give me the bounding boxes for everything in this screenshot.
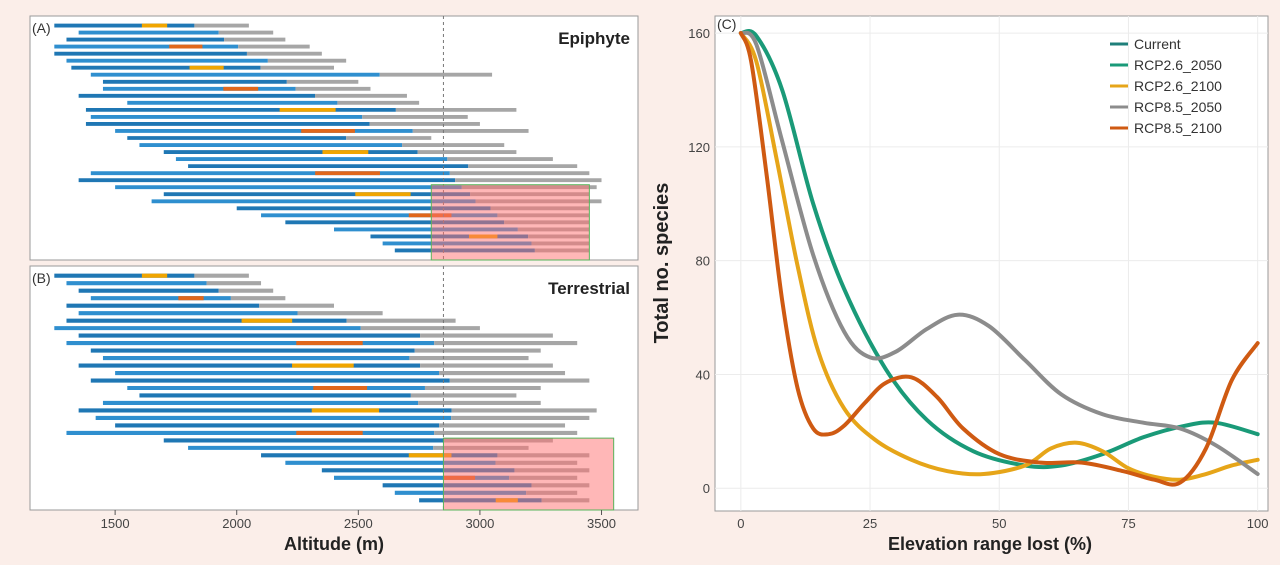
legend-label: RCP2.6_2100 [1134,78,1222,94]
panel-a-title: Epiphyte [558,29,630,48]
panel-a: (A) Epiphyte [29,15,639,261]
legend-label: RCP8.5_2050 [1134,99,1222,115]
series-line-rcp2-6-2100 [738,31,1260,482]
legend-label: Current [1134,36,1181,52]
y-tick-label: 80 [696,254,710,269]
panel-b-highlight-region [442,437,615,511]
x-tick-label: 100 [1247,516,1269,531]
x-tick-label: 0 [737,516,744,531]
panel-b-title: Terrestrial [548,279,630,298]
x-tick-label: 75 [1121,516,1135,531]
panel-c-legend: Current RCP2.6_2050 RCP2.6_2100 RCP8.5_2050… [1110,36,1222,136]
panel-c-lines [738,28,1260,487]
panel-a-highlight-region [430,184,590,261]
series-line-rcp2-6-2050 [738,28,1260,470]
series-line-rcp8-5-2100 [738,31,1260,487]
series-line-rcp8-5-2050 [738,30,1260,477]
legend-label: RCP2.6_2050 [1134,57,1222,73]
panel-c-grid [715,16,1268,511]
panel-b-label: (B) [32,270,51,286]
panel-c-y-ticks: 0 40 80 120 160 [688,26,710,496]
panel-c-x-ticks: 0 25 50 75 100 [737,516,1268,531]
panel-b-range-bars [54,273,597,503]
panel-b-x-ticks: 1500 2000 2500 3000 3500 [101,510,616,531]
panel-c-label: (C) [717,16,736,32]
x-tick-label: 2500 [344,516,373,531]
panel-b: (B) Terrestrial 1500 2000 2500 3000 3500 Alt… [29,265,639,554]
x-tick-label: 2000 [222,516,251,531]
y-tick-label: 160 [688,26,710,41]
x-tick-label: 50 [992,516,1006,531]
y-tick-label: 40 [696,367,710,382]
x-tick-label: 25 [863,516,877,531]
y-tick-label: 0 [703,481,710,496]
panel-b-x-axis-label: Altitude (m) [284,534,384,554]
panel-a-label: (A) [32,20,51,36]
legend-label: RCP8.5_2100 [1134,120,1222,136]
panel-c: 0 40 80 120 160 0 25 50 75 100 Current RCP2.6_205… [651,15,1269,554]
x-tick-label: 1500 [101,516,130,531]
y-tick-label: 120 [688,140,710,155]
panel-c-y-axis-label: Total no. species [651,183,673,344]
x-tick-label: 3000 [465,516,494,531]
x-tick-label: 3500 [587,516,616,531]
panel-c-x-axis-label: Elevation range lost (%) [888,534,1092,554]
